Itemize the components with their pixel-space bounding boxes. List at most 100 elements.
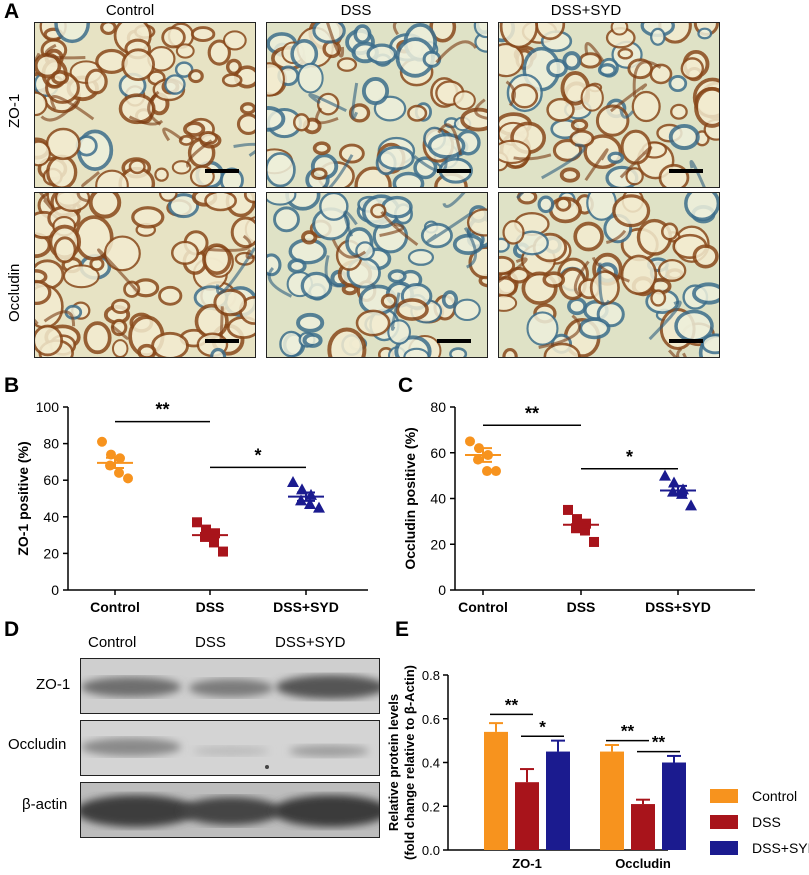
data-point xyxy=(580,525,590,536)
wb-lane-dss: DSS xyxy=(195,634,226,651)
data-point xyxy=(123,473,133,484)
legend-label-dss: DSS xyxy=(752,814,781,830)
y-tick-label: 40 xyxy=(430,491,446,507)
data-point xyxy=(210,528,220,539)
micrograph-zo1-dss xyxy=(266,22,488,188)
data-point xyxy=(295,494,307,506)
legend-swatch-dss-syd xyxy=(710,841,738,855)
y-tick-label: 0.8 xyxy=(422,668,440,683)
legend-swatch-control xyxy=(710,789,738,803)
data-point xyxy=(304,497,316,509)
panel-b-letter: B xyxy=(4,374,20,397)
y-tick-label: 20 xyxy=(430,536,446,552)
panel-e-letter: E xyxy=(395,618,410,641)
chart-c-svg: 0 20 40 60 80 Occludin positive (%) Control DSS… xyxy=(402,399,755,615)
chart-b-svg: 0 20 40 60 80 100 ZO-1 positive (%) Control DSS D… xyxy=(15,399,368,615)
scale-bar xyxy=(437,339,471,343)
y-tick-label: 80 xyxy=(430,399,446,415)
data-point xyxy=(482,466,492,477)
micrograph-zo1-control xyxy=(34,22,256,188)
data-point xyxy=(97,436,107,447)
data-point xyxy=(200,531,210,542)
legend-swatch-dss xyxy=(710,815,738,829)
wb-label-beta-actin: β-actin xyxy=(22,796,68,813)
bar xyxy=(631,804,655,850)
y-axis-label: ZO-1 positive (%) xyxy=(15,441,31,555)
x-tick-label: Occludin xyxy=(615,856,671,871)
scale-bar xyxy=(669,169,703,173)
bar xyxy=(546,751,570,850)
data-point xyxy=(114,467,124,478)
micrograph-occludin-control xyxy=(34,192,256,358)
data-point xyxy=(581,518,591,529)
x-tick-label: ZO-1 xyxy=(512,856,542,871)
legend-item-dss-syd: DSS+SYD xyxy=(710,840,809,856)
chart-c: 0 20 40 60 80 Occludin positive (%) Control DSS… xyxy=(395,370,805,625)
wb-lane-control: Control xyxy=(88,634,137,651)
data-point xyxy=(572,514,582,525)
micrograph-occludin-dss-syd xyxy=(498,192,720,358)
data-point xyxy=(218,546,228,557)
y-tick-label: 80 xyxy=(43,436,59,452)
chart-b: 0 20 40 60 80 100 ZO-1 positive (%) Control DSS D… xyxy=(0,370,400,625)
panel-c-letter: C xyxy=(398,374,414,397)
scale-bar xyxy=(205,339,239,343)
y-tick-label: 0.4 xyxy=(422,756,440,771)
y-tick-label: 0.0 xyxy=(422,843,440,858)
x-tick-label: DSS xyxy=(196,599,225,615)
data-point xyxy=(473,454,483,465)
y-tick-label: 0 xyxy=(438,582,446,598)
y-axis-label-secondary: (fold change relative to β-Actin) xyxy=(402,665,417,860)
bar xyxy=(515,782,539,850)
row-label-zo1: ZO-1 xyxy=(6,93,23,128)
micrograph-occludin-dss xyxy=(266,192,488,358)
legend-item-control: Control xyxy=(710,788,797,804)
bar xyxy=(662,762,686,850)
data-point xyxy=(668,476,680,488)
legend-item-dss: DSS xyxy=(710,814,781,830)
panel-a-letter: A xyxy=(4,0,20,23)
significance-label: ** xyxy=(525,403,539,423)
data-point xyxy=(659,469,671,481)
bar xyxy=(600,751,624,850)
significance-label: * xyxy=(539,717,546,736)
legend-label-control: Control xyxy=(752,788,798,804)
row-label-occludin: Occludin xyxy=(6,263,23,322)
x-tick-label: DSS+SYD xyxy=(273,599,339,615)
scale-bar xyxy=(669,339,703,343)
x-tick-label: Control xyxy=(458,599,508,615)
y-tick-label: 0 xyxy=(51,582,59,598)
y-axis-label: Relative protein levels xyxy=(386,694,401,831)
y-tick-label: 100 xyxy=(36,399,60,415)
panel-d-letter: D xyxy=(4,618,20,641)
y-tick-label: 20 xyxy=(43,545,59,561)
col-title-control: Control xyxy=(105,2,155,19)
y-tick-label: 60 xyxy=(43,472,59,488)
wb-label-zo1: ZO-1 xyxy=(36,676,71,693)
data-point xyxy=(589,536,599,547)
legend-label-dss-syd: DSS+SYD xyxy=(752,840,809,856)
y-axis-label: Occludin positive (%) xyxy=(402,427,418,569)
data-point xyxy=(685,499,697,511)
wb-lane-dss-syd: DSS+SYD xyxy=(275,634,346,651)
data-point xyxy=(313,501,325,513)
data-point xyxy=(491,466,501,477)
data-point xyxy=(209,537,219,548)
wb-blot-beta-actin xyxy=(80,782,380,838)
y-tick-label: 40 xyxy=(43,509,59,525)
data-point xyxy=(563,504,573,515)
col-title-dss-syd: DSS+SYD xyxy=(550,2,622,19)
x-tick-label: DSS+SYD xyxy=(645,599,711,615)
significance-label: * xyxy=(626,447,633,467)
micrograph-zo1-dss-syd xyxy=(498,22,720,188)
wb-label-occludin: Occludin xyxy=(8,736,67,753)
data-point xyxy=(287,476,299,488)
significance-label: ** xyxy=(652,733,666,752)
chart-e-svg: 0.0 0.2 0.4 0.6 0.8 Relative protein levels (f… xyxy=(386,665,686,871)
y-tick-label: 60 xyxy=(430,445,446,461)
col-title-dss: DSS xyxy=(340,2,372,19)
data-point xyxy=(192,517,202,528)
wb-blot-zo1 xyxy=(80,658,380,714)
data-point xyxy=(571,523,581,534)
data-point xyxy=(465,436,475,447)
